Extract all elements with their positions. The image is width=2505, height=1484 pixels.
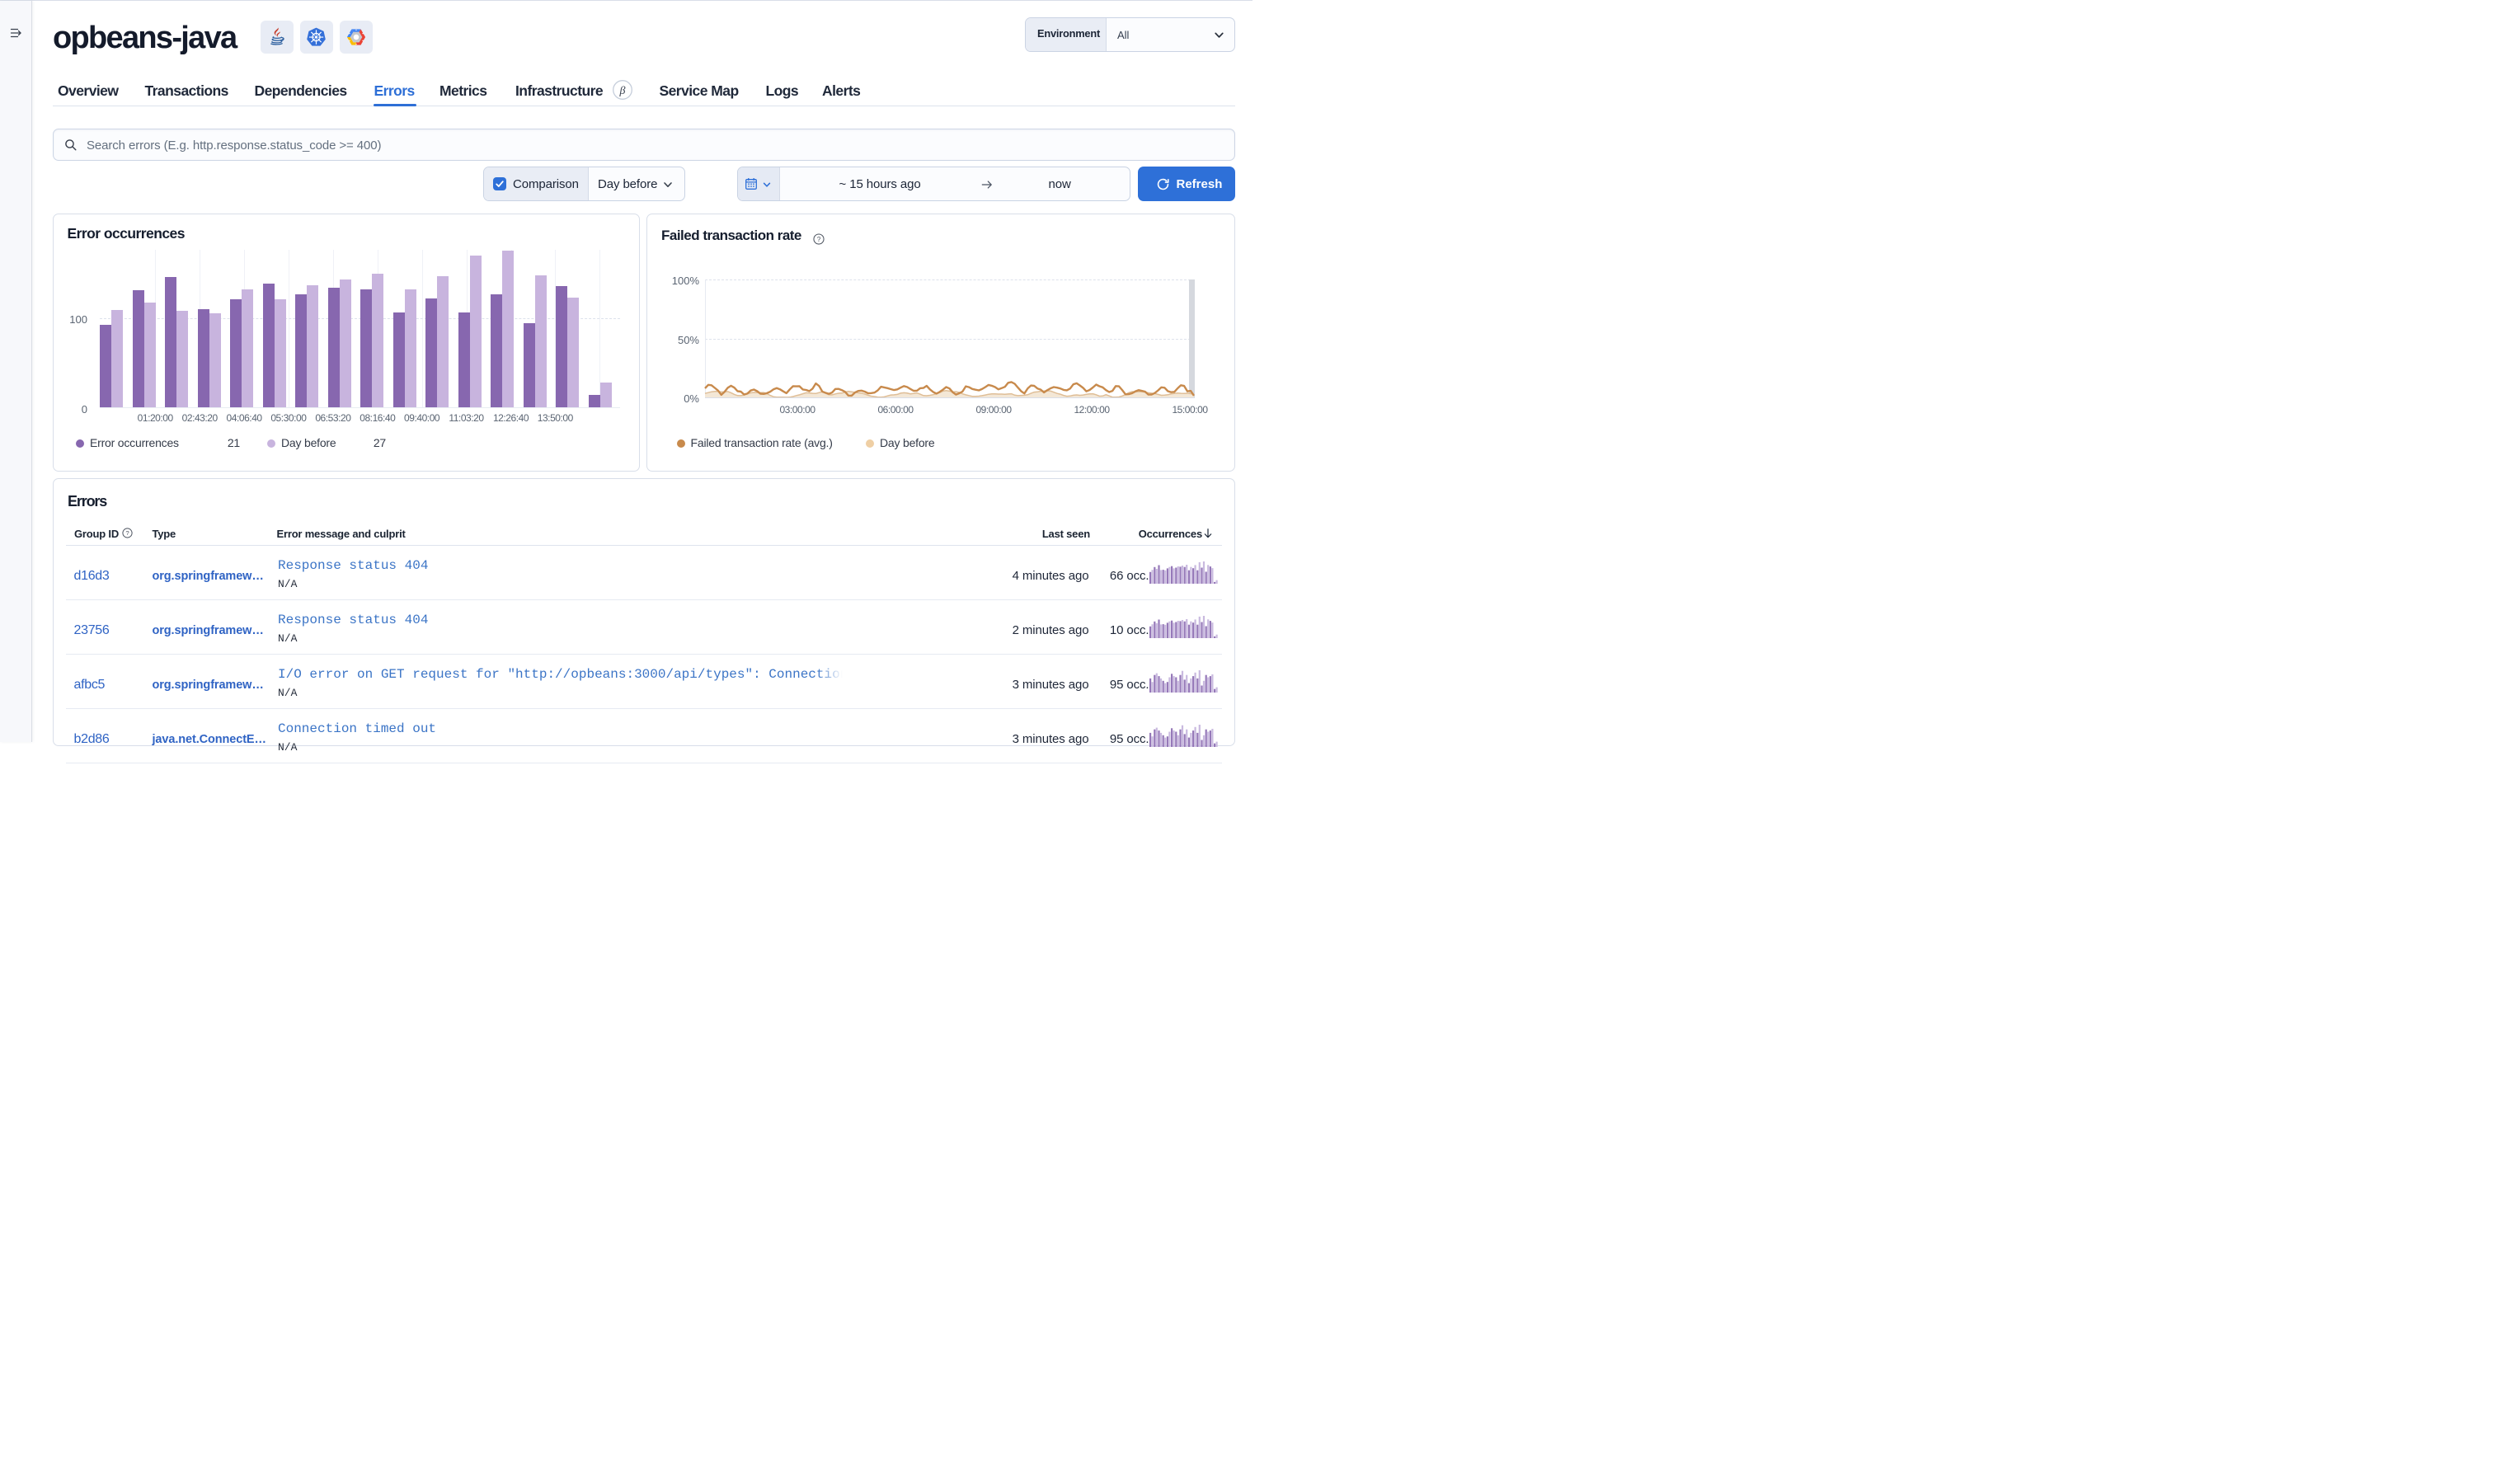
svg-text:?: ? (125, 529, 129, 537)
svg-text:β: β (618, 85, 625, 97)
svg-text:?: ? (817, 235, 821, 243)
